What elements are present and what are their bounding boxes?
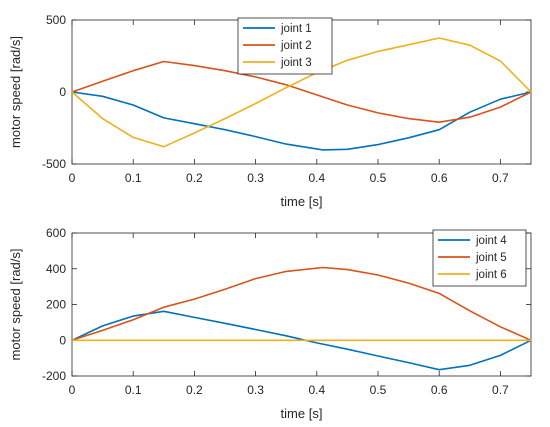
legend-label-joint-2: joint 2 bbox=[280, 40, 312, 52]
x-tick-label: 0.2 bbox=[186, 171, 203, 185]
x-tick-label: 0 bbox=[69, 171, 76, 185]
x-tick-label: 0.5 bbox=[370, 171, 387, 185]
y-axis-label: motor speed [rad/s] bbox=[8, 36, 23, 148]
x-tick-label: 0.7 bbox=[492, 383, 509, 397]
x-tick-label: 0.7 bbox=[492, 171, 509, 185]
x-axis-label: time [s] bbox=[281, 406, 323, 421]
series-line-joint-3 bbox=[71, 37, 532, 148]
legend-label-joint-5: joint 5 bbox=[475, 252, 507, 264]
x-tick-label: 0.1 bbox=[125, 383, 142, 397]
y-axis-label: motor speed [rad/s] bbox=[8, 249, 23, 361]
x-tick-label: 0.3 bbox=[247, 383, 264, 397]
legend: joint 4 joint 5 joint 6 bbox=[432, 229, 527, 287]
legend: joint 1 joint 2 joint 3 bbox=[237, 17, 333, 75]
x-tick-label: 0.2 bbox=[186, 383, 203, 397]
x-tick-label: 0.6 bbox=[431, 383, 448, 397]
series-line-joint-5 bbox=[71, 266, 532, 342]
legend-label-joint-1: joint 1 bbox=[280, 23, 312, 35]
series-line-joint-2 bbox=[71, 60, 532, 123]
y-tick-label: -500 bbox=[42, 157, 66, 171]
y-tick-label: 0 bbox=[59, 85, 66, 99]
x-tick-label: 0.5 bbox=[370, 383, 387, 397]
x-axis-label: time [s] bbox=[281, 194, 323, 209]
chart-bottom: 0 0.1 0.2 0.3 0.4 0.5 0.6 0.7-2000200400600time… bbox=[8, 226, 532, 421]
y-tick-label: 600 bbox=[46, 226, 66, 240]
x-tick-label: 0.3 bbox=[247, 171, 264, 185]
legend-label-joint-3: joint 3 bbox=[280, 57, 312, 69]
x-tick-label: 0.1 bbox=[125, 171, 142, 185]
x-tick-label: 0.4 bbox=[308, 171, 325, 185]
y-tick-label: 0 bbox=[59, 333, 66, 347]
y-tick-label: 500 bbox=[46, 13, 66, 27]
x-tick-label: 0 bbox=[69, 383, 76, 397]
legend-label-joint-6: joint 6 bbox=[475, 269, 507, 281]
legend-label-joint-4: joint 4 bbox=[475, 235, 507, 247]
series-line-joint-1 bbox=[71, 91, 532, 151]
y-tick-label: 400 bbox=[46, 262, 66, 276]
x-tick-label: 0.6 bbox=[431, 171, 448, 185]
y-tick-label: 200 bbox=[46, 298, 66, 312]
x-tick-label: 0.4 bbox=[308, 383, 325, 397]
y-tick-label: -200 bbox=[42, 369, 66, 383]
